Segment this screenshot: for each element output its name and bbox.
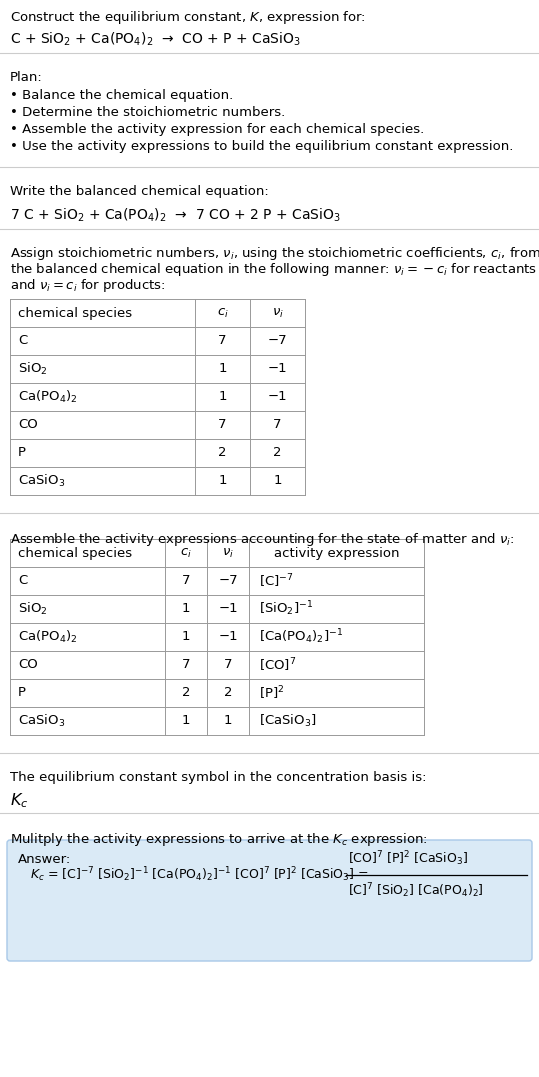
Text: CO: CO <box>18 658 38 671</box>
Text: Mulitply the activity expressions to arrive at the $K_c$ expression:: Mulitply the activity expressions to arr… <box>10 831 428 848</box>
Text: −1: −1 <box>218 602 238 615</box>
Text: Ca(PO$_4$)$_2$: Ca(PO$_4$)$_2$ <box>18 389 78 405</box>
Text: 1: 1 <box>218 475 227 488</box>
Text: $c_i$: $c_i$ <box>180 546 192 560</box>
Text: 2: 2 <box>182 686 190 699</box>
Text: −7: −7 <box>268 335 287 348</box>
Text: Plan:: Plan: <box>10 71 43 84</box>
Text: [P]$^2$: [P]$^2$ <box>259 684 285 702</box>
Text: [CO]$^7$: [CO]$^7$ <box>259 656 296 674</box>
Text: [C]$^{-7}$: [C]$^{-7}$ <box>259 572 294 590</box>
Text: CaSiO$_3$: CaSiO$_3$ <box>18 713 65 729</box>
Text: • Balance the chemical equation.: • Balance the chemical equation. <box>10 89 233 102</box>
Text: SiO$_2$: SiO$_2$ <box>18 361 47 377</box>
Text: P: P <box>18 447 26 460</box>
Text: 1: 1 <box>224 714 232 727</box>
Text: chemical species: chemical species <box>18 546 132 559</box>
Text: activity expression: activity expression <box>274 546 399 559</box>
Text: Construct the equilibrium constant, $K$, expression for:: Construct the equilibrium constant, $K$,… <box>10 9 366 26</box>
Text: 7: 7 <box>218 419 227 432</box>
Text: 1: 1 <box>218 391 227 404</box>
Text: 1: 1 <box>273 475 282 488</box>
Text: $\nu_i$: $\nu_i$ <box>222 546 234 560</box>
Text: $\nu_i$: $\nu_i$ <box>272 307 284 320</box>
Text: Ca(PO$_4$)$_2$: Ca(PO$_4$)$_2$ <box>18 629 78 645</box>
Text: Write the balanced chemical equation:: Write the balanced chemical equation: <box>10 185 269 198</box>
Text: C + SiO$_2$ + Ca(PO$_4$)$_2$  →  CO + P + CaSiO$_3$: C + SiO$_2$ + Ca(PO$_4$)$_2$ → CO + P + … <box>10 31 301 48</box>
Text: 1: 1 <box>182 602 190 615</box>
Text: Assemble the activity expressions accounting for the state of matter and $\nu_i$: Assemble the activity expressions accoun… <box>10 531 515 548</box>
Text: the balanced chemical equation in the following manner: $\nu_i = -c_i$ for react: the balanced chemical equation in the fo… <box>10 261 537 278</box>
Text: −1: −1 <box>268 363 287 376</box>
Text: 7: 7 <box>218 335 227 348</box>
Text: [CO]$^7$ [P]$^2$ [CaSiO$_3$]: [CO]$^7$ [P]$^2$ [CaSiO$_3$] <box>348 850 468 868</box>
Text: −1: −1 <box>268 391 287 404</box>
Text: CaSiO$_3$: CaSiO$_3$ <box>18 473 65 489</box>
Text: [CaSiO$_3$]: [CaSiO$_3$] <box>259 713 316 729</box>
Text: $c_i$: $c_i$ <box>217 307 229 320</box>
Text: 7: 7 <box>182 574 190 587</box>
Text: −7: −7 <box>218 574 238 587</box>
Text: The equilibrium constant symbol in the concentration basis is:: The equilibrium constant symbol in the c… <box>10 771 426 784</box>
Text: [C]$^7$ [SiO$_2$] [Ca(PO$_4$)$_2$]: [C]$^7$ [SiO$_2$] [Ca(PO$_4$)$_2$] <box>348 882 484 900</box>
Text: [Ca(PO$_4$)$_2$]$^{-1}$: [Ca(PO$_4$)$_2$]$^{-1}$ <box>259 628 343 646</box>
Text: 1: 1 <box>182 714 190 727</box>
Text: $K_c$ = [C]$^{-7}$ [SiO$_2$]$^{-1}$ [Ca(PO$_4$)$_2$]$^{-1}$ [CO]$^7$ [P]$^2$ [Ca: $K_c$ = [C]$^{-7}$ [SiO$_2$]$^{-1}$ [Ca(… <box>30 866 370 884</box>
Text: • Use the activity expressions to build the equilibrium constant expression.: • Use the activity expressions to build … <box>10 140 513 153</box>
Text: SiO$_2$: SiO$_2$ <box>18 601 47 617</box>
Text: 7: 7 <box>273 419 282 432</box>
Text: 1: 1 <box>182 630 190 643</box>
Text: C: C <box>18 335 27 348</box>
Text: 7: 7 <box>182 658 190 671</box>
Text: chemical species: chemical species <box>18 307 132 320</box>
Text: 7 C + SiO$_2$ + Ca(PO$_4$)$_2$  →  7 CO + 2 P + CaSiO$_3$: 7 C + SiO$_2$ + Ca(PO$_4$)$_2$ → 7 CO + … <box>10 207 341 224</box>
Text: Assign stoichiometric numbers, $\nu_i$, using the stoichiometric coefficients, $: Assign stoichiometric numbers, $\nu_i$, … <box>10 244 539 262</box>
Text: −1: −1 <box>218 630 238 643</box>
Text: and $\nu_i = c_i$ for products:: and $\nu_i = c_i$ for products: <box>10 277 165 294</box>
Text: 1: 1 <box>218 363 227 376</box>
Text: P: P <box>18 686 26 699</box>
Text: Answer:: Answer: <box>18 853 71 866</box>
Text: • Determine the stoichiometric numbers.: • Determine the stoichiometric numbers. <box>10 106 285 118</box>
Text: CO: CO <box>18 419 38 432</box>
Text: 2: 2 <box>218 447 227 460</box>
Text: $K_c$: $K_c$ <box>10 791 29 810</box>
Text: • Assemble the activity expression for each chemical species.: • Assemble the activity expression for e… <box>10 123 424 136</box>
Text: 7: 7 <box>224 658 232 671</box>
FancyBboxPatch shape <box>7 840 532 961</box>
Text: 2: 2 <box>224 686 232 699</box>
Text: C: C <box>18 574 27 587</box>
Text: [SiO$_2$]$^{-1}$: [SiO$_2$]$^{-1}$ <box>259 600 313 618</box>
Text: 2: 2 <box>273 447 282 460</box>
